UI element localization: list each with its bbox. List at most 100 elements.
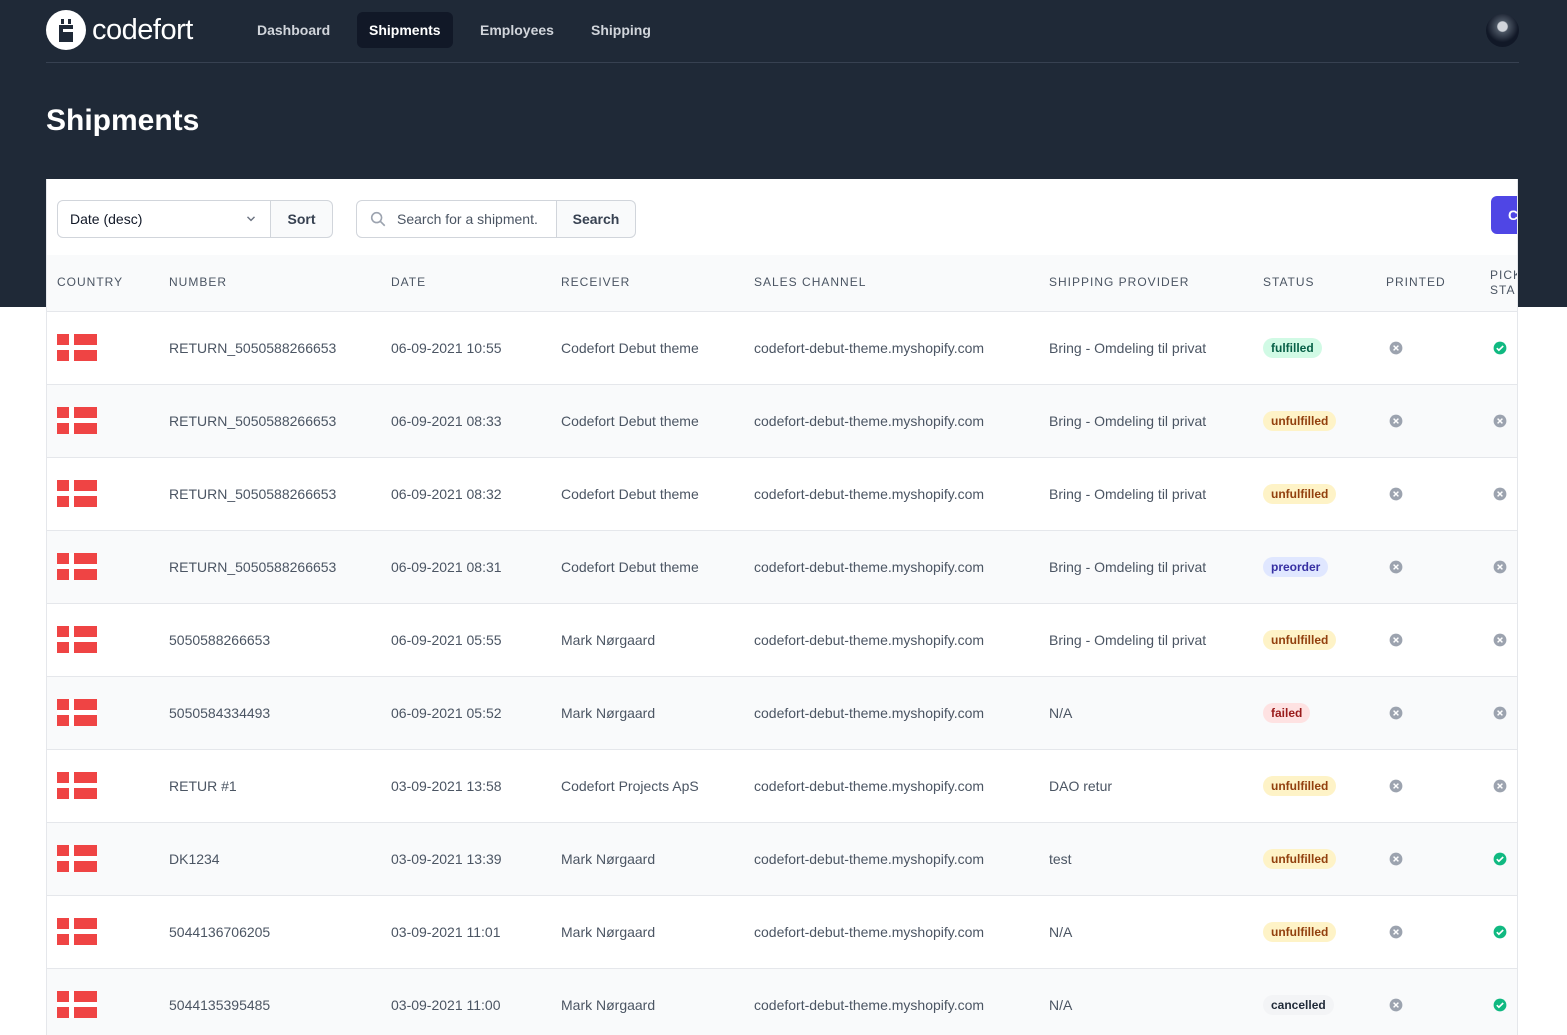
search-input[interactable]: Search for a shipment.	[356, 200, 557, 238]
cell-printed	[1376, 895, 1480, 968]
top-navigation: codefort Dashboard Shipments Employees S…	[46, 0, 1519, 63]
cell-receiver: Codefort Debut theme	[561, 412, 699, 429]
column-header-receiver[interactable]: Receiver	[561, 275, 631, 290]
cell-country	[47, 968, 159, 1035]
column-header-number[interactable]: Number	[169, 275, 228, 290]
denmark-flag-icon	[57, 991, 97, 1019]
status-badge: unfulfilled	[1263, 629, 1337, 650]
cell-number[interactable]: RETURN_5050588266653	[169, 412, 337, 429]
x-circle-icon	[1388, 559, 1404, 575]
table-row[interactable]: 5044136706205 03-09-2021 11:01 Mark Nørgaa…	[47, 895, 1517, 968]
nav-dashboard[interactable]: Dashboard	[257, 22, 331, 38]
cell-number[interactable]: 5050584334493	[169, 704, 271, 721]
cell-receiver: Mark Nørgaard	[561, 850, 656, 867]
cell-shipping-provider: Bring - Omdeling til privat	[1049, 631, 1207, 648]
cell-receiver: Codefort Debut theme	[561, 558, 699, 575]
table-row[interactable]: RETUR #1 03-09-2021 13:58 Codefort Project…	[47, 749, 1517, 822]
column-header-pick-status[interactable]: Pick sta	[1490, 267, 1517, 297]
cell-pick-status	[1480, 530, 1517, 603]
cell-number[interactable]: 5044135395485	[169, 996, 271, 1013]
nav-shipments[interactable]: Shipments	[357, 12, 453, 48]
cell-sales-channel: codefort-debut-theme.myshopify.com	[754, 485, 985, 502]
x-circle-icon	[1492, 486, 1508, 502]
cell-pick-status	[1480, 895, 1517, 968]
cell-number[interactable]: DK1234	[169, 850, 220, 867]
table-row[interactable]: 5050584334493 06-09-2021 05:52 Mark Nørgaa…	[47, 676, 1517, 749]
nav-employees[interactable]: Employees	[480, 22, 554, 38]
cell-printed	[1376, 311, 1480, 384]
status-badge: fulfilled	[1263, 337, 1322, 358]
cell-pick-status	[1480, 676, 1517, 749]
cell-shipping-provider: test	[1049, 850, 1072, 867]
brand-logo[interactable]: codefort	[46, 10, 193, 50]
denmark-flag-icon	[57, 699, 97, 726]
cell-receiver: Mark Nørgaard	[561, 996, 656, 1013]
cell-number[interactable]: RETURN_5050588266653	[169, 339, 337, 356]
table-row[interactable]: DK1234 03-09-2021 13:39 Mark Nørgaard codef…	[47, 822, 1517, 895]
table-row[interactable]: 5044135395485 03-09-2021 11:00 Mark Nørgaa…	[47, 968, 1517, 1035]
table-row[interactable]: RETURN_5050588266653 06-09-2021 08:33 Code…	[47, 384, 1517, 457]
table-row[interactable]: 5050588266653 06-09-2021 05:55 Mark Nørgaa…	[47, 603, 1517, 676]
cell-date: 03-09-2021 13:58	[391, 777, 502, 794]
denmark-flag-icon	[57, 553, 97, 580]
cell-country	[47, 895, 159, 968]
sort-select[interactable]: Date (desc)	[57, 200, 271, 238]
nav-shipping[interactable]: Shipping	[591, 22, 651, 38]
x-circle-icon	[1388, 632, 1404, 648]
cell-status: unfulfilled	[1253, 749, 1376, 822]
x-circle-icon	[1492, 705, 1508, 721]
cell-pick-status	[1480, 749, 1517, 822]
status-badge: unfulfilled	[1263, 483, 1337, 504]
check-circle-icon	[1492, 340, 1508, 356]
x-circle-icon	[1388, 997, 1404, 1013]
user-avatar[interactable]	[1486, 14, 1519, 47]
status-badge: unfulfilled	[1263, 410, 1337, 431]
column-header-shipping-provider[interactable]: Shipping provider	[1049, 275, 1190, 290]
status-badge: failed	[1263, 702, 1311, 723]
cell-pick-status	[1480, 384, 1517, 457]
x-circle-icon	[1388, 486, 1404, 502]
cell-number[interactable]: RETURN_5050588266653	[169, 485, 337, 502]
cell-date: 06-09-2021 08:32	[391, 485, 502, 502]
cell-number[interactable]: RETUR #1	[169, 777, 237, 794]
cell-date: 06-09-2021 05:55	[391, 631, 502, 648]
cell-sales-channel: codefort-debut-theme.myshopify.com	[754, 704, 985, 721]
column-header-country[interactable]: Country	[57, 275, 124, 290]
search-placeholder: Search for a shipment.	[397, 211, 538, 227]
cell-sales-channel: codefort-debut-theme.myshopify.com	[754, 558, 985, 575]
column-header-sales-channel[interactable]: Sales channel	[754, 275, 867, 290]
cell-shipping-provider: N/A	[1049, 923, 1073, 940]
page-title: Shipments	[46, 104, 200, 137]
cell-sales-channel: codefort-debut-theme.myshopify.com	[754, 850, 985, 867]
table-row[interactable]: RETURN_5050588266653 06-09-2021 10:55 Code…	[47, 311, 1517, 384]
cell-number[interactable]: RETURN_5050588266653	[169, 558, 337, 575]
cell-printed	[1376, 749, 1480, 822]
cell-printed	[1376, 676, 1480, 749]
search-control: Search for a shipment. Search	[356, 200, 636, 238]
cell-status: preorder	[1253, 530, 1376, 603]
x-circle-icon	[1388, 340, 1404, 356]
cell-sales-channel: codefort-debut-theme.myshopify.com	[754, 339, 985, 356]
cell-receiver: Codefort Debut theme	[561, 339, 699, 356]
table-row[interactable]: RETURN_5050588266653 06-09-2021 08:31 Code…	[47, 530, 1517, 603]
x-circle-icon	[1492, 778, 1508, 794]
cell-status: unfulfilled	[1253, 603, 1376, 676]
cell-printed	[1376, 603, 1480, 676]
shipments-table: Country Number Date Receiver Sales chann…	[47, 255, 1517, 1035]
column-header-printed[interactable]: Printed	[1386, 275, 1446, 290]
cell-pick-status	[1480, 822, 1517, 895]
shipments-card: Date (desc) Sort Search for a shipment. …	[46, 179, 1518, 1035]
column-header-status[interactable]: Status	[1263, 275, 1315, 290]
cell-number[interactable]: 5050588266653	[169, 631, 271, 648]
cell-pick-status	[1480, 457, 1517, 530]
search-button[interactable]: Search	[557, 200, 636, 238]
column-header-date[interactable]: Date	[391, 275, 427, 290]
cell-date: 06-09-2021 08:33	[391, 412, 502, 429]
check-circle-icon	[1492, 997, 1508, 1013]
table-row[interactable]: RETURN_5050588266653 06-09-2021 08:32 Code…	[47, 457, 1517, 530]
cell-receiver: Mark Nørgaard	[561, 631, 656, 648]
cell-status: fulfilled	[1253, 311, 1376, 384]
create-shipment-button[interactable]: C	[1491, 196, 1517, 234]
cell-number[interactable]: 5044136706205	[169, 923, 271, 940]
sort-button[interactable]: Sort	[271, 200, 333, 238]
